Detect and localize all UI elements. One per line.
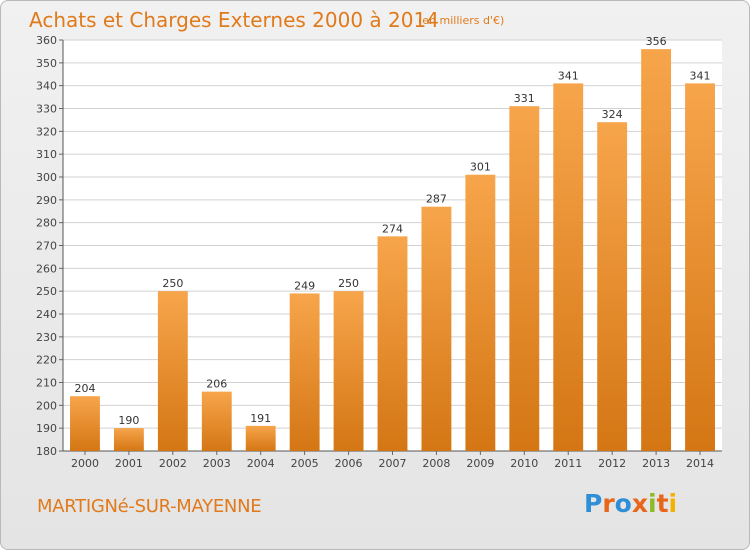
bar — [201, 391, 232, 451]
y-tick-label: 230 — [36, 331, 57, 344]
bar — [553, 83, 584, 451]
location-name: MARTIGNé-SUR-MAYENNE — [37, 496, 262, 517]
y-tick-label: 330 — [36, 103, 57, 116]
data-label: 331 — [514, 92, 535, 105]
x-tick-label: 2003 — [203, 457, 231, 470]
y-tick-label: 350 — [36, 57, 57, 70]
x-tick-label: 2006 — [335, 457, 363, 470]
data-label: 301 — [470, 161, 491, 174]
bar — [333, 291, 364, 451]
y-tick-label: 200 — [36, 399, 57, 412]
y-tick-label: 240 — [36, 308, 57, 321]
data-label: 250 — [338, 277, 359, 290]
bar — [509, 106, 540, 451]
y-tick-label: 190 — [36, 422, 57, 435]
y-tick-label: 340 — [36, 80, 57, 93]
x-tick-label: 2010 — [510, 457, 538, 470]
x-tick-label: 2004 — [247, 457, 275, 470]
logo-letter: x — [631, 489, 648, 518]
data-label: 250 — [162, 277, 183, 290]
y-tick-label: 310 — [36, 148, 57, 161]
bar — [597, 122, 628, 451]
x-tick-label: 2005 — [291, 457, 319, 470]
data-label: 324 — [602, 108, 623, 121]
y-tick-label: 220 — [36, 354, 57, 367]
data-label: 356 — [646, 35, 667, 48]
bar — [685, 83, 715, 451]
x-tick-label: 2000 — [71, 457, 99, 470]
data-label: 341 — [558, 69, 579, 82]
x-tick-label: 2009 — [466, 457, 494, 470]
bar — [421, 206, 452, 451]
proxiti-logo[interactable]: Proxiti — [584, 489, 677, 518]
chart-subtitle: (en milliers d'€) — [418, 14, 505, 27]
data-label: 274 — [382, 222, 403, 235]
x-tick-label: 2011 — [554, 457, 582, 470]
y-tick-label: 360 — [36, 34, 57, 47]
bar — [641, 49, 672, 452]
y-tick-label: 300 — [36, 171, 57, 184]
y-tick-label: 250 — [36, 285, 57, 298]
bar — [70, 396, 100, 451]
x-tick-label: 2008 — [422, 457, 450, 470]
x-tick-label: 2012 — [598, 457, 626, 470]
data-label: 206 — [206, 378, 227, 391]
x-tick-label: 2007 — [379, 457, 407, 470]
logo-letter: i — [668, 489, 678, 518]
y-tick-label: 290 — [36, 194, 57, 207]
bar — [465, 174, 496, 451]
data-label: 341 — [690, 69, 711, 82]
x-tick-label: 2001 — [115, 457, 143, 470]
x-tick-label: 2013 — [642, 457, 670, 470]
data-label: 287 — [426, 193, 447, 206]
bar — [113, 428, 144, 451]
data-label: 190 — [118, 414, 139, 427]
y-tick-label: 270 — [36, 240, 57, 253]
bar — [157, 291, 188, 451]
data-label: 191 — [250, 412, 271, 425]
x-tick-label: 2014 — [686, 457, 714, 470]
bar — [377, 236, 408, 451]
chart-title: Achats et Charges Externes 2000 à 2014 — [29, 8, 439, 32]
y-tick-label: 260 — [36, 262, 57, 275]
logo-letter: o — [614, 489, 632, 518]
y-tick-label: 280 — [36, 217, 57, 230]
logo-letter: t — [656, 489, 669, 518]
logo-letter: r — [602, 489, 615, 518]
logo-letter: P — [584, 489, 603, 518]
bar — [245, 425, 276, 451]
y-tick-label: 320 — [36, 125, 57, 138]
y-tick-label: 210 — [36, 377, 57, 390]
logo-letter: i — [648, 489, 657, 518]
x-tick-label: 2002 — [159, 457, 187, 470]
y-tick-label: 180 — [36, 445, 57, 458]
data-label: 204 — [74, 382, 95, 395]
bar — [289, 293, 320, 451]
data-label: 249 — [294, 279, 315, 292]
